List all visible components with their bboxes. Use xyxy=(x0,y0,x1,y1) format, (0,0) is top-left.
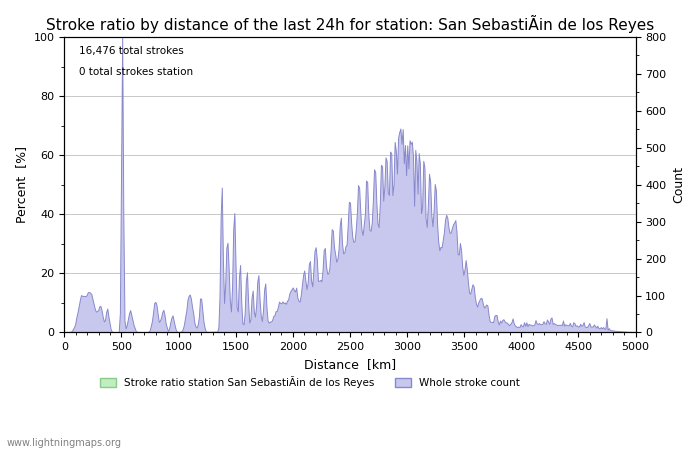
Text: 16,476 total strokes: 16,476 total strokes xyxy=(78,46,183,56)
Text: www.lightningmaps.org: www.lightningmaps.org xyxy=(7,438,122,448)
Legend: Stroke ratio station San SebastiÃin de los Reyes, Whole stroke count: Stroke ratio station San SebastiÃin de l… xyxy=(96,372,524,392)
X-axis label: Distance  [km]: Distance [km] xyxy=(304,358,396,371)
Y-axis label: Count: Count xyxy=(672,166,685,203)
Title: Stroke ratio by distance of the last 24h for station: San SebastiÃin de los Reye: Stroke ratio by distance of the last 24h… xyxy=(46,15,654,33)
Y-axis label: Percent  [%]: Percent [%] xyxy=(15,146,28,223)
Text: 0 total strokes station: 0 total strokes station xyxy=(78,67,193,76)
